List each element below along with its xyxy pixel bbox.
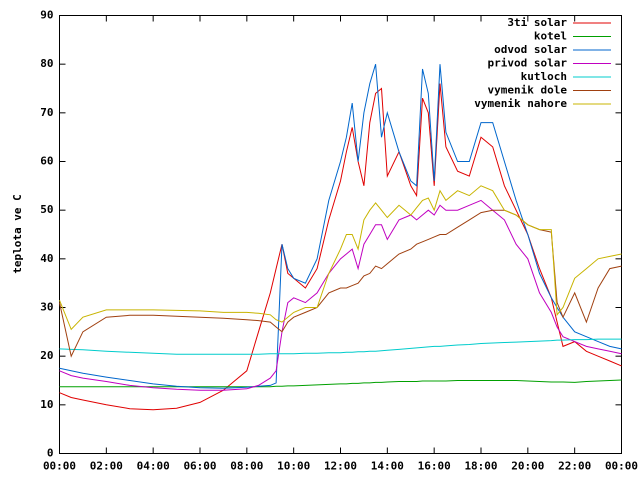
series-line <box>59 338 622 355</box>
y-tick-label: 0 <box>47 447 54 460</box>
legend-label: privod solar <box>488 57 568 70</box>
y-tick-label: 30 <box>40 301 53 314</box>
series-line <box>59 199 622 391</box>
legend-label: kutloch <box>521 70 567 83</box>
y-tick-label: 80 <box>40 57 53 70</box>
y-tick-label: 10 <box>40 398 53 411</box>
x-tick-label: 02:00 <box>90 460 123 473</box>
x-tick-label: 10:00 <box>277 460 310 473</box>
series-line <box>59 185 622 331</box>
x-tick-label: 12:00 <box>324 460 357 473</box>
x-tick-label: 08:00 <box>230 460 263 473</box>
y-tick-label: 90 <box>40 9 53 22</box>
x-tick-label: 04:00 <box>137 460 170 473</box>
x-tick-label: 16:00 <box>418 460 451 473</box>
x-tick-label: 22:00 <box>558 460 591 473</box>
legend-label: odvod solar <box>494 43 567 56</box>
series-line <box>59 379 622 388</box>
y-tick-label: 60 <box>40 155 53 168</box>
legend-label: kotel <box>534 30 567 43</box>
x-tick-label: 06:00 <box>183 460 216 473</box>
legend-label: 3ti solar <box>507 16 567 29</box>
x-tick-label: 14:00 <box>371 460 404 473</box>
y-tick-label: 20 <box>40 349 53 362</box>
series-line <box>59 64 622 389</box>
x-tick-label: 00:00 <box>605 460 638 473</box>
x-tick-label: 00:00 <box>43 460 76 473</box>
legend-label: vymenik dole <box>488 84 568 97</box>
legend-label: vymenik nahore <box>474 97 567 110</box>
x-tick-label: 20:00 <box>511 460 544 473</box>
y-tick-label: 70 <box>40 106 53 119</box>
y-axis-label: teplota ve C <box>11 194 24 273</box>
series-line <box>59 209 622 358</box>
y-tick-label: 40 <box>40 252 53 265</box>
series-line <box>59 83 622 411</box>
x-tick-label: 18:00 <box>464 460 497 473</box>
y-tick-label: 50 <box>40 203 53 216</box>
